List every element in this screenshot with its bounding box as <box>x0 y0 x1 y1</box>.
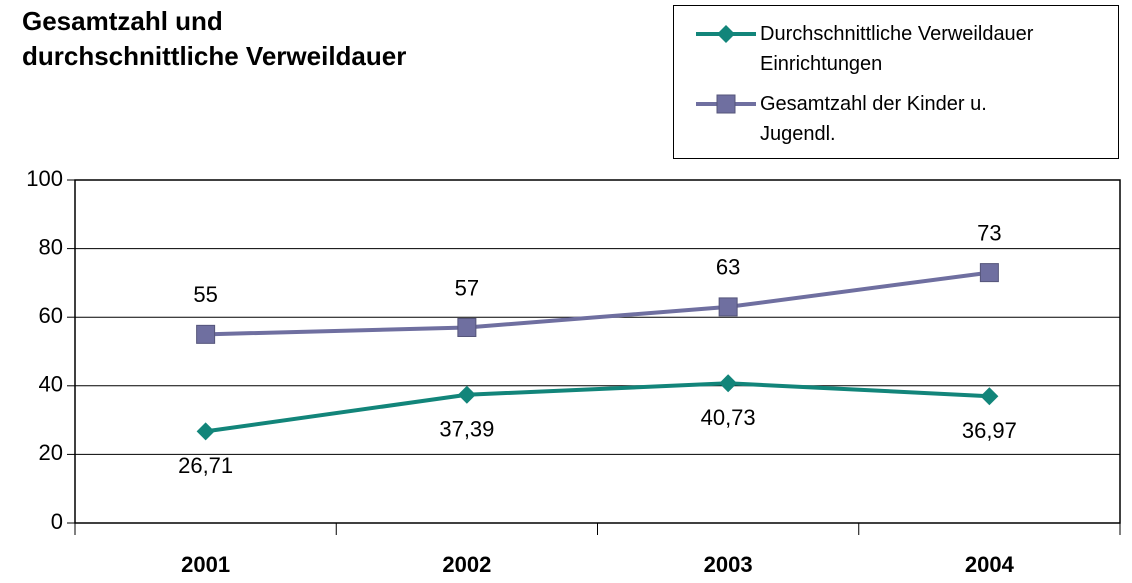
marker <box>716 94 736 114</box>
data-label: 36,97 <box>962 418 1017 443</box>
series-line <box>205 270 990 337</box>
legend: Durchschnittliche Verweildauer Einrichtu… <box>673 5 1119 159</box>
chart-title: Gesamtzahl und durchschnittliche Verweil… <box>22 6 407 71</box>
marker <box>457 317 477 337</box>
y-tick-label: 80 <box>39 234 63 259</box>
data-label: 55 <box>193 282 217 307</box>
y-tick-label: 0 <box>51 509 63 534</box>
data-label: 57 <box>455 275 479 300</box>
x-tick-label: 2002 <box>442 552 491 577</box>
data-label: 63 <box>716 255 740 280</box>
y-tick-label: 40 <box>39 372 63 397</box>
marker <box>196 422 215 441</box>
marker <box>457 385 476 404</box>
marker <box>979 263 999 283</box>
y-tick-label: 20 <box>39 440 63 465</box>
data-label: 37,39 <box>439 417 494 442</box>
legend-symbols <box>696 25 756 114</box>
marker <box>719 374 738 393</box>
marker <box>717 25 735 43</box>
marker <box>718 297 738 317</box>
marker <box>980 387 999 406</box>
data-label: 73 <box>977 220 1001 245</box>
data-label: 26,71 <box>178 453 233 478</box>
y-tick-label: 100 <box>26 166 63 191</box>
x-tick-label: 2003 <box>704 552 753 577</box>
legend-label: Durchschnittliche Verweildauer Einrichtu… <box>760 23 1034 75</box>
x-tick-label: 2004 <box>965 552 1015 577</box>
x-tick-label: 2001 <box>181 552 230 577</box>
legend-label: Gesamtzahl der Kinder u. Jugendl. <box>760 93 987 145</box>
data-label: 40,73 <box>701 405 756 430</box>
marker <box>196 324 216 344</box>
series-line <box>205 381 990 434</box>
y-tick-label: 60 <box>39 303 63 328</box>
